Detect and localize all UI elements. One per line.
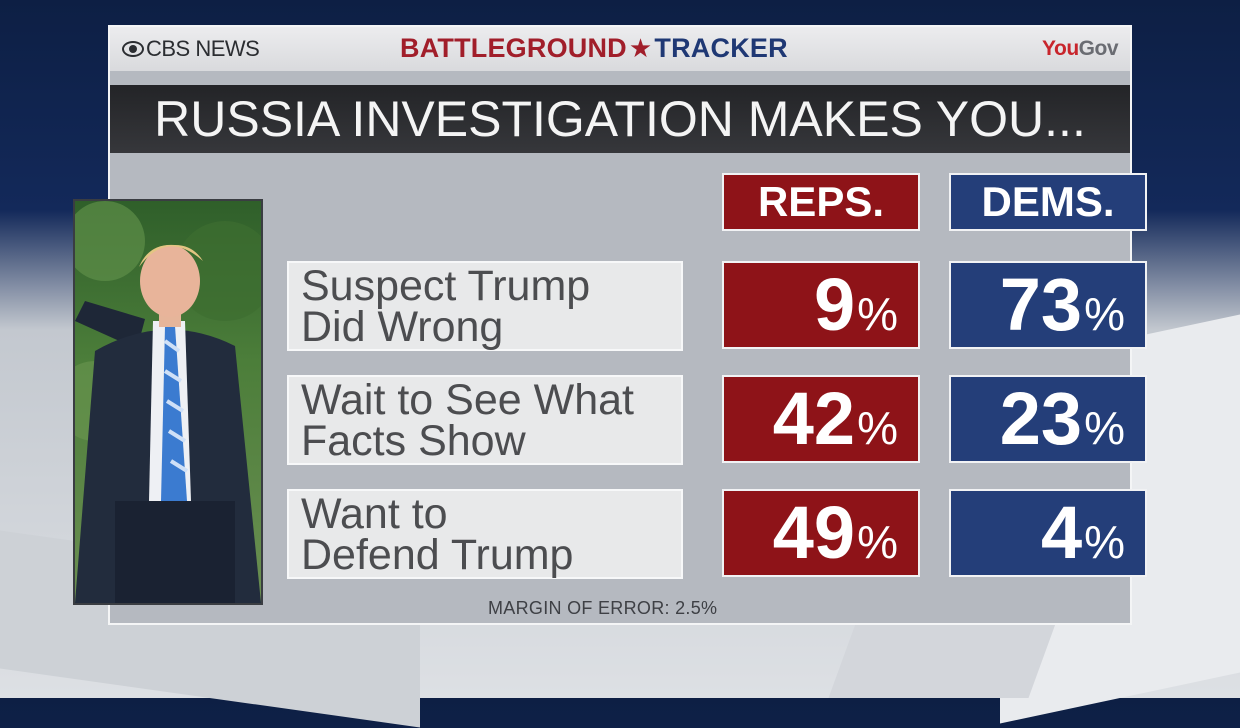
title-banner: RUSSIA INVESTIGATION MAKES YOU... — [110, 85, 1130, 153]
value-number: 9 — [813, 263, 856, 346]
value-number: 42 — [772, 377, 856, 460]
percent-sign: % — [1084, 516, 1125, 568]
row-label: Want to Defend Trump — [287, 489, 683, 579]
row-label: Suspect Trump Did Wrong — [287, 261, 683, 351]
row-label: Wait to See What Facts Show — [287, 375, 683, 465]
cbs-eye-icon — [122, 41, 144, 57]
battleground-tracker-logo: BATTLEGROUND ★ TRACKER — [400, 33, 788, 64]
percent-sign: % — [1084, 288, 1125, 340]
value-cell-dems: 73% — [949, 261, 1147, 349]
header-bar: CBS NEWS BATTLEGROUND ★ TRACKER YouGov — [110, 27, 1130, 71]
value-number: 73 — [999, 263, 1083, 346]
value-cell-dems: 4% — [949, 489, 1147, 577]
value-cell-dems: 23% — [949, 375, 1147, 463]
value-number: 4 — [1040, 491, 1083, 574]
percent-sign: % — [857, 516, 898, 568]
column-header-dems: DEMS. — [949, 173, 1147, 231]
row-label-line: Facts Show — [301, 417, 526, 465]
star-icon: ★ — [628, 33, 653, 63]
value-number: 23 — [999, 377, 1083, 460]
percent-sign: % — [857, 402, 898, 454]
cbs-news-logo: CBS NEWS — [122, 36, 260, 62]
trump-photo — [73, 199, 263, 605]
cbs-logo-text: CBS NEWS — [146, 36, 260, 61]
row-label-line: Wait to See What — [301, 376, 634, 424]
tracker-word-1: BATTLEGROUND — [400, 33, 627, 63]
value-cell-reps: 9% — [722, 261, 920, 349]
value-number: 49 — [772, 491, 856, 574]
yougov-logo: YouGov — [1042, 37, 1118, 61]
tracker-word-2: TRACKER — [654, 33, 788, 63]
margin-of-error: MARGIN OF ERROR: 2.5% — [488, 598, 718, 618]
yougov-logo-gov: Gov — [1078, 37, 1119, 60]
column-header-reps: REPS. — [722, 173, 920, 231]
yougov-logo-you: You — [1042, 37, 1079, 60]
trump-figure-illustration — [75, 201, 261, 603]
row-label-line: Defend Trump — [301, 531, 574, 579]
percent-sign: % — [857, 288, 898, 340]
row-label-line: Want to — [301, 490, 448, 538]
percent-sign: % — [1084, 402, 1125, 454]
value-cell-reps: 42% — [722, 375, 920, 463]
row-label-line: Suspect Trump — [301, 262, 591, 310]
value-cell-reps: 49% — [722, 489, 920, 577]
row-label-line: Did Wrong — [301, 303, 504, 351]
